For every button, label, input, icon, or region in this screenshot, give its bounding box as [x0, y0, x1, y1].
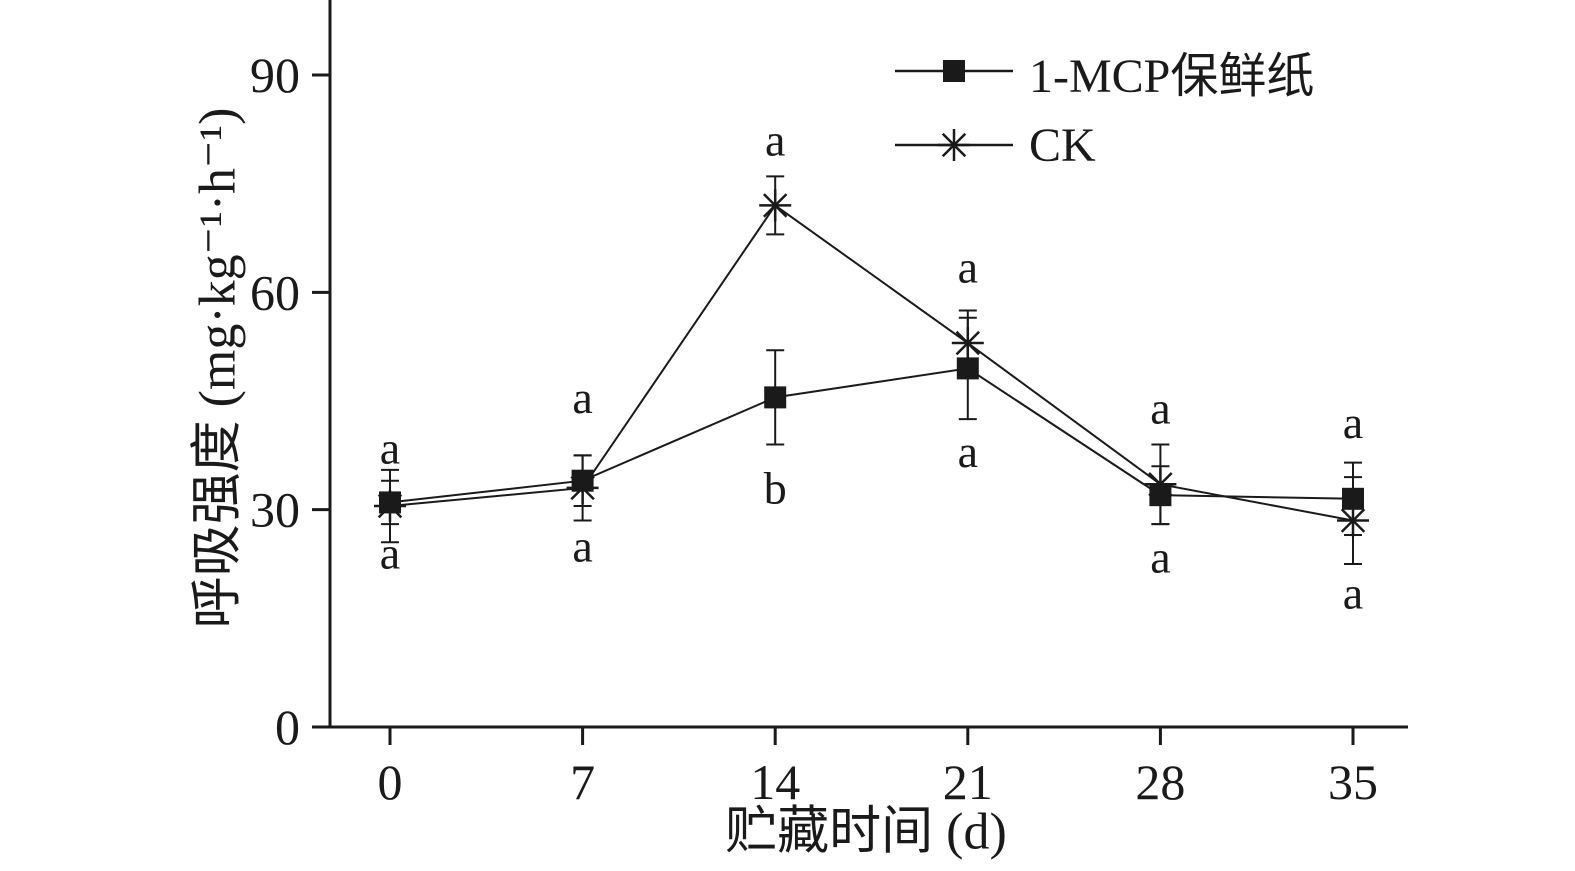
- y-axis-label: 呼吸强度 (mg·kg⁻¹·h⁻¹): [189, 107, 247, 629]
- legend-item-mcp: 1-MCP保鲜纸: [893, 38, 1314, 104]
- series-line-asterisk: [389, 203, 1354, 522]
- marker-asterisk: [377, 493, 403, 519]
- marker-square: [764, 386, 787, 409]
- sig-letter: a: [380, 423, 400, 474]
- x-tick-label: 7: [570, 754, 595, 810]
- y-tick-label: 90: [250, 47, 300, 103]
- x-tick-label: 0: [378, 754, 403, 810]
- legend-item-ck: CK: [893, 112, 1314, 178]
- sig-letter: a: [1343, 567, 1363, 618]
- sig-letter: a: [1343, 397, 1363, 448]
- x-axis-label: 贮藏时间 (d): [725, 803, 1007, 861]
- marker-asterisk: [955, 330, 980, 356]
- legend-label-ck: CK: [1029, 118, 1096, 172]
- sig-letter: a: [572, 372, 592, 423]
- sig-letter: a: [765, 115, 785, 166]
- x-tick-label: 28: [1135, 754, 1185, 810]
- x-tick-label: 21: [943, 754, 993, 810]
- y-tick-label: 0: [275, 699, 300, 755]
- sig-letter: b: [764, 462, 787, 513]
- marker-asterisk: [1340, 508, 1366, 533]
- y-tick-label: 30: [250, 482, 300, 538]
- y-tick-label: 60: [250, 264, 300, 320]
- x-tick-label: 14: [750, 754, 800, 810]
- sig-letter: a: [1150, 383, 1170, 434]
- legend: 1-MCP保鲜纸 CK: [893, 38, 1314, 178]
- sig-letter: a: [380, 528, 400, 579]
- marker-asterisk: [1148, 472, 1173, 497]
- legend-label-mcp: 1-MCP保鲜纸: [1029, 50, 1315, 103]
- sig-letter: a: [1150, 531, 1170, 582]
- sig-letter: a: [958, 426, 978, 477]
- legend-marker-asterisk-icon: [895, 129, 1013, 161]
- x-tick-label: 35: [1328, 754, 1378, 810]
- marker-asterisk: [763, 193, 788, 218]
- series-line-square: [389, 367, 1354, 504]
- sig-letter: a: [958, 241, 978, 292]
- sig-letter: a: [572, 520, 592, 571]
- marker-asterisk: [570, 475, 595, 501]
- legend-marker-square-icon: [895, 60, 1013, 82]
